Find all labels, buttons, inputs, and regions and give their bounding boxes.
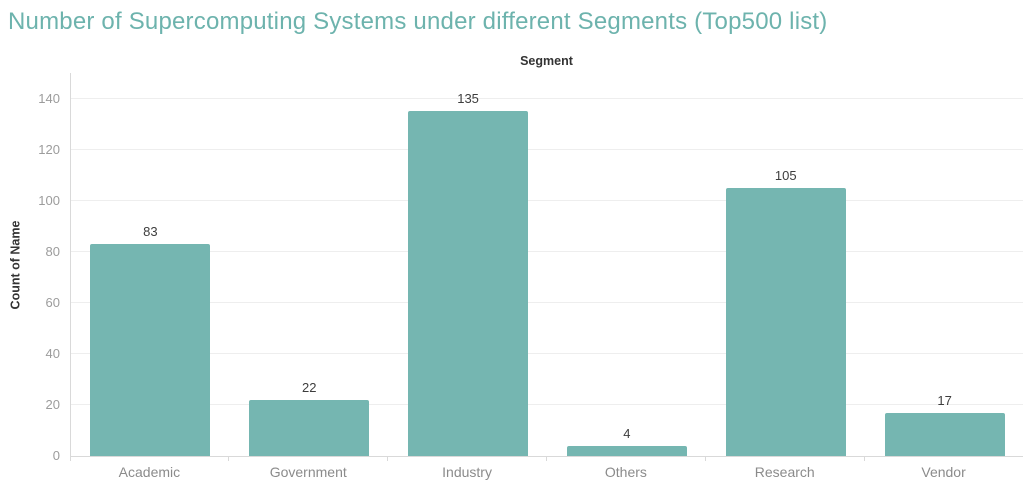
x-axis-band-tick xyxy=(228,456,230,461)
gridline-y-140 xyxy=(71,98,1023,100)
bar-government[interactable] xyxy=(249,399,370,456)
y-tick-label: 120 xyxy=(38,141,60,157)
bar-industry[interactable] xyxy=(408,111,529,456)
plot-area: 83 22 135 4 105 17 xyxy=(70,73,1023,457)
bar-value-label: 17 xyxy=(937,392,952,408)
x-axis-band-tick xyxy=(546,456,547,461)
x-tick-label-vendor: Vendor xyxy=(921,464,966,480)
gridline-y-100 xyxy=(71,200,1023,202)
gridline-y-60 xyxy=(71,302,1023,304)
bar-value-label: 83 xyxy=(143,224,158,240)
x-axis-band-tick xyxy=(69,456,71,461)
gridline-y-0 xyxy=(71,455,1023,457)
x-axis-band-tick xyxy=(863,456,865,461)
bar-value-label: 22 xyxy=(302,379,317,395)
bar-academic[interactable] xyxy=(90,244,211,456)
gridline-y-20 xyxy=(71,404,1023,406)
x-axis-title: Segment xyxy=(520,54,573,68)
x-tick-label-research: Research xyxy=(754,464,815,480)
y-tick-label: 0 xyxy=(52,448,60,463)
x-axis-band-tick xyxy=(387,456,389,461)
bar-value-label: 135 xyxy=(457,91,479,107)
x-tick-label-others: Others xyxy=(604,464,647,480)
y-tick-label: 140 xyxy=(38,90,60,106)
x-tick-label-academic: Academic xyxy=(118,464,181,480)
y-tick-label: 60 xyxy=(45,294,60,310)
gridline-y-120 xyxy=(71,149,1023,151)
bar-others[interactable] xyxy=(566,445,687,456)
bar-value-label: 4 xyxy=(623,425,631,441)
y-tick-label: 80 xyxy=(45,243,60,259)
y-tick-label: 20 xyxy=(45,396,60,412)
y-tick-label: 100 xyxy=(38,192,60,208)
x-axis-band-tick xyxy=(704,456,706,461)
bar-value-label: 105 xyxy=(774,167,797,183)
gridline-y-40 xyxy=(71,353,1023,355)
x-tick-label-government: Government xyxy=(269,464,347,480)
gridline-y-80 xyxy=(71,251,1023,253)
chart-title: Number of Supercomputing Systems under d… xyxy=(8,8,828,35)
bar-vendor[interactable] xyxy=(884,412,1005,456)
x-tick-label-industry: Industry xyxy=(442,464,492,480)
y-tick-label: 40 xyxy=(45,345,60,361)
bar-research[interactable] xyxy=(725,187,846,456)
